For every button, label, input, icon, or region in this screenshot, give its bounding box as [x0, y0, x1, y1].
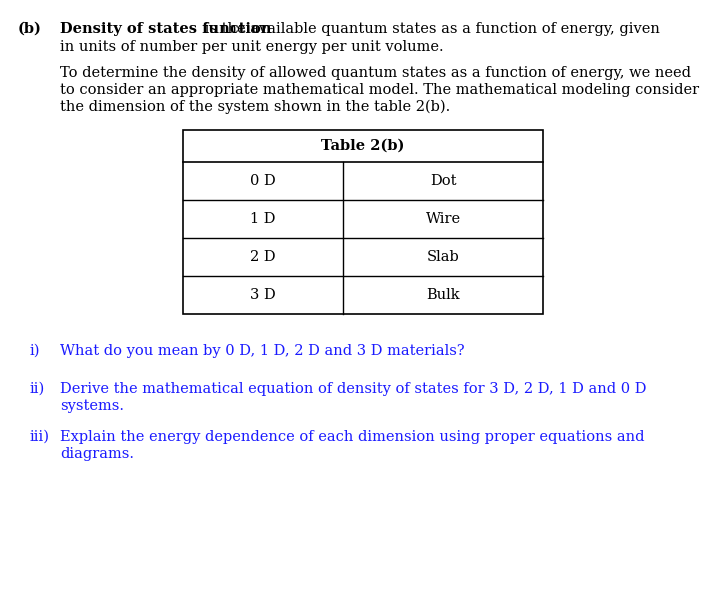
Text: ii): ii)	[30, 382, 45, 396]
Text: Explain the energy dependence of each dimension using proper equations and: Explain the energy dependence of each di…	[60, 430, 644, 444]
Text: (b): (b)	[18, 22, 42, 36]
Text: 3 D: 3 D	[250, 288, 276, 302]
Text: i): i)	[30, 344, 41, 358]
Bar	[183, 130, 543, 314]
Text: Density of states function: Density of states function	[60, 22, 272, 36]
Text: Slab: Slab	[426, 250, 459, 264]
Text: to consider an appropriate mathematical model. The mathematical modeling conside: to consider an appropriate mathematical …	[60, 83, 699, 97]
Text: diagrams.: diagrams.	[60, 447, 134, 461]
Text: 0 D: 0 D	[250, 174, 276, 188]
Text: What do you mean by 0 D, 1 D, 2 D and 3 D materials?: What do you mean by 0 D, 1 D, 2 D and 3 …	[60, 344, 465, 358]
Text: 1 D: 1 D	[251, 212, 276, 226]
Text: is the available quantum states as a function of energy, given: is the available quantum states as a fun…	[200, 22, 660, 36]
Text: Table 2(b): Table 2(b)	[321, 139, 405, 153]
Text: Dot: Dot	[430, 174, 456, 188]
Text: Bulk: Bulk	[426, 288, 460, 302]
Text: in units of number per unit energy per unit volume.: in units of number per unit energy per u…	[60, 40, 444, 54]
Text: Derive the mathematical equation of density of states for 3 D, 2 D, 1 D and 0 D: Derive the mathematical equation of dens…	[60, 382, 647, 396]
Text: systems.: systems.	[60, 399, 124, 413]
Text: To determine the density of allowed quantum states as a function of energy, we n: To determine the density of allowed quan…	[60, 66, 691, 80]
Text: Wire: Wire	[426, 212, 460, 226]
Text: iii): iii)	[30, 430, 50, 444]
Text: 2 D: 2 D	[251, 250, 276, 264]
Text: the dimension of the system shown in the table 2(b).: the dimension of the system shown in the…	[60, 100, 450, 114]
